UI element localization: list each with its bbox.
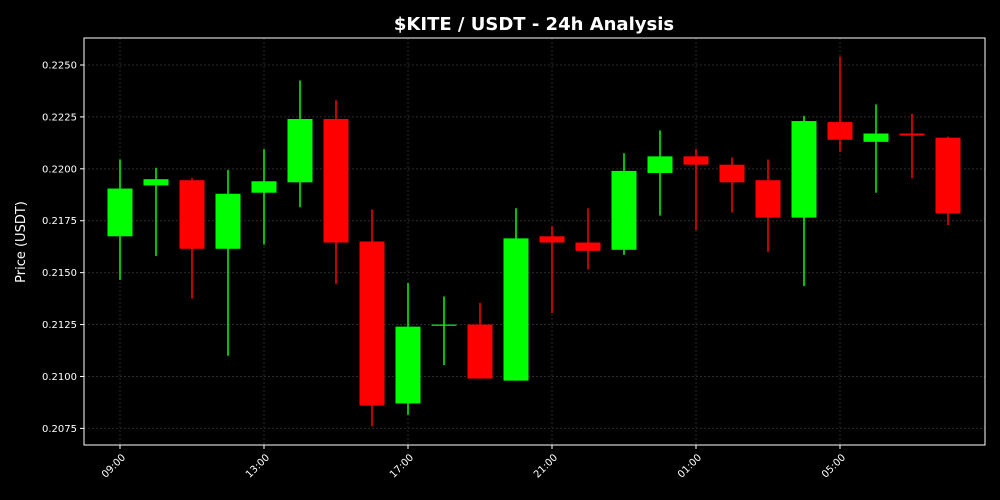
candle-up — [791, 115, 817, 287]
candle-down — [683, 149, 709, 231]
candle-up — [215, 169, 241, 356]
candle-body — [755, 180, 781, 218]
candle-down — [719, 157, 745, 213]
candle-up — [431, 296, 457, 366]
y-tick-label: 0.2125 — [42, 320, 77, 331]
candle-down — [827, 56, 853, 153]
candle-down — [755, 159, 781, 252]
candle-up — [395, 283, 421, 415]
y-tick-label: 0.2175 — [42, 216, 77, 227]
candle-up — [647, 130, 673, 216]
candle-up — [107, 159, 133, 280]
candle-up — [251, 149, 277, 245]
candle-body — [611, 170, 637, 250]
candle-body — [251, 181, 277, 193]
candle-down — [935, 136, 961, 225]
candle-body — [431, 324, 457, 326]
candle-down — [323, 100, 349, 285]
candle-body — [287, 118, 313, 183]
candle-body — [359, 241, 385, 406]
candle-body — [827, 122, 853, 140]
candle-body — [395, 326, 421, 404]
y-tick-label: 0.2200 — [42, 164, 77, 175]
candle-down — [359, 209, 385, 427]
candle-up — [287, 80, 313, 208]
candle-body — [503, 238, 529, 381]
y-tick-label: 0.2225 — [42, 112, 77, 123]
candle-up — [611, 153, 637, 255]
candle-down — [899, 113, 925, 179]
candle-body — [719, 164, 745, 183]
candle-body — [107, 188, 133, 237]
candle-body — [683, 156, 709, 165]
candle-body — [647, 156, 673, 173]
candle-up — [863, 104, 889, 193]
candle-body — [323, 118, 349, 243]
candle-body — [215, 193, 241, 249]
y-tick-label: 0.2100 — [42, 372, 77, 383]
candle-down — [467, 302, 493, 379]
y-axis: 0.2075 0.2100 0.2125 0.2150 0.2175 0.2200 0.22… — [42, 60, 84, 435]
y-tick-label: 0.2250 — [42, 60, 77, 71]
candle-body — [467, 324, 493, 379]
candle-up — [503, 208, 529, 381]
y-axis-label: Price (USDT) — [14, 201, 29, 283]
y-tick-label: 0.2150 — [42, 268, 77, 279]
candle-body — [539, 236, 565, 243]
candle-down — [575, 208, 601, 270]
plot-frame — [83, 37, 986, 446]
candle-body — [143, 179, 169, 186]
candles-group — [107, 56, 961, 427]
chart-title: $KITE / USDT - 24h Analysis — [394, 14, 674, 35]
candle-body — [899, 133, 925, 136]
candle-up — [143, 167, 169, 257]
candle-down — [179, 178, 205, 299]
y-tick-label: 0.2075 — [42, 424, 77, 435]
candle-body — [575, 242, 601, 251]
candle-body — [791, 121, 817, 218]
candle-body — [935, 137, 961, 214]
candle-body — [179, 180, 205, 249]
candle-body — [863, 133, 889, 142]
candle-down — [539, 225, 565, 314]
